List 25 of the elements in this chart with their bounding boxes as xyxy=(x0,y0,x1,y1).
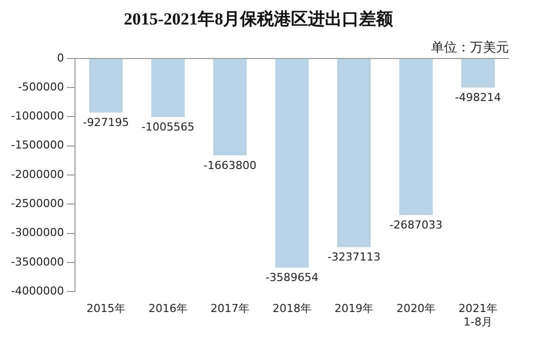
y-tick-label: -4000000 xyxy=(10,284,64,298)
y-tick-label: -3000000 xyxy=(10,226,64,240)
y-tick-label: -500000 xyxy=(18,80,64,94)
x-tick-label: 2019年 xyxy=(334,302,374,316)
y-tick-label: -2500000 xyxy=(10,197,64,210)
x-tick-label: 2018年 xyxy=(272,302,312,316)
y-tick-label: 0 xyxy=(56,51,64,64)
y-tick-label: -2000000 xyxy=(10,168,64,181)
y-tick-label: -1500000 xyxy=(10,138,64,152)
y-tick-label: -1000000 xyxy=(10,110,64,123)
data-label: -3237113 xyxy=(328,250,380,264)
text: 单位：万美元 xyxy=(431,39,509,56)
x-tick-label: 2017年 xyxy=(210,302,250,316)
data-label: -1005565 xyxy=(141,120,194,134)
data-label: -927195 xyxy=(82,116,129,129)
data-label: -2687033 xyxy=(390,218,442,232)
x-tick-label: 2021年 1-8月 xyxy=(458,302,498,328)
y-tick-label: -3500000 xyxy=(10,255,64,268)
chart-title: 2015-2021年8月保税港区进出口差额 xyxy=(124,10,394,29)
x-tick-label: 2016年 xyxy=(148,302,188,316)
data-label: -3589654 xyxy=(265,271,318,284)
x-tick-label: 2020年 xyxy=(396,302,436,316)
x-tick-label: 2015年 xyxy=(86,302,126,316)
data-label: -498214 xyxy=(455,90,501,104)
data-label: -1663800 xyxy=(203,158,256,172)
